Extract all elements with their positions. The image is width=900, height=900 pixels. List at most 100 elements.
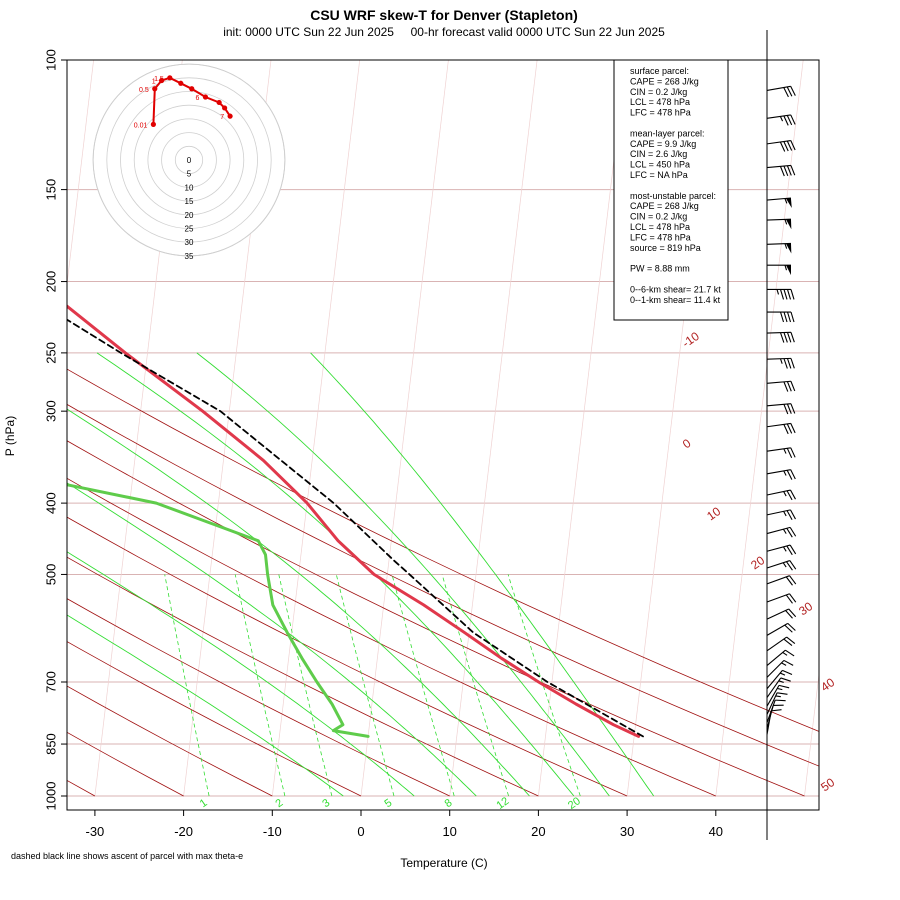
wind-barb-half-feather (784, 219, 788, 225)
x-tick-label: 20 (531, 824, 545, 839)
wind-barb-pennant (785, 243, 792, 254)
hodograph-ring (92, 63, 286, 257)
wind-barb-feather (789, 575, 797, 585)
wind-barb-feather (790, 423, 796, 434)
mixing-ratio-label: 8 (443, 797, 455, 810)
hodograph-point-label: 7 (220, 114, 224, 121)
wind-barb-feather (786, 403, 792, 414)
x-tick-label: 0 (357, 824, 364, 839)
wind-barb-feather (789, 509, 796, 520)
y-tick-label: 100 (43, 49, 58, 71)
wind-barb (766, 218, 792, 230)
hodograph-point-label: 1.5 (154, 76, 164, 83)
wind-barb-half-feather (778, 680, 784, 683)
x-axis-label: Temperature (C) (400, 856, 487, 870)
wind-barb-feather (780, 677, 791, 682)
wind-barb-feather (790, 332, 795, 343)
dry-adiabat-line (67, 440, 805, 797)
hodograph-point (159, 77, 165, 84)
hodograph-point (222, 105, 228, 111)
wind-barb-staff (766, 85, 791, 92)
wind-barb-feather (778, 684, 790, 689)
isotherm-label: 10 (704, 504, 723, 523)
info-box-line: PW = 8.88 mm (630, 264, 690, 274)
isotherm-label: 30 (796, 599, 815, 618)
wind-barb-feather (786, 165, 792, 176)
wind-barb-feather (783, 381, 789, 392)
wind-barb-feather (786, 86, 793, 97)
wind-barb-feather (771, 709, 782, 712)
wind-barb-feather (790, 469, 796, 480)
wind-barb-half-feather (783, 470, 787, 476)
wind-barb-feather (787, 622, 796, 631)
wind-barb (766, 447, 796, 459)
wind-barb-feather (786, 636, 796, 644)
wind-barb-staff (766, 660, 785, 678)
wind-barb-staff (766, 636, 787, 652)
parcel-ascent-line (67, 318, 644, 738)
wind-barb-half-feather (781, 662, 787, 666)
wind-barb (766, 684, 790, 707)
wind-barb-feather (786, 289, 792, 300)
mixing-ratio-line (278, 574, 333, 797)
info-box-line: LCL = 478 hPa (630, 97, 690, 107)
mixing-ratio-line (335, 574, 395, 797)
y-tick-label: 300 (43, 400, 58, 422)
wind-barb (766, 197, 792, 208)
wind-barb-feather (786, 545, 793, 556)
wind-barb-staff (766, 469, 791, 475)
mixing-ratio-line (234, 574, 286, 797)
isotherm-guide-line (715, 60, 804, 797)
wind-barb-staff (766, 560, 790, 569)
wind-barb (766, 331, 795, 343)
wind-barb (766, 403, 796, 415)
wind-barb-feather (783, 332, 788, 343)
wind-barb-staff (766, 692, 778, 715)
wind-barb-staff (766, 139, 791, 145)
y-tick-label: 400 (43, 492, 58, 514)
wind-barb-feather (790, 447, 796, 458)
wind-barb-feather (789, 544, 797, 555)
wind-barb (766, 622, 796, 636)
wind-barb-feather (775, 699, 786, 702)
isotherm-label: 50 (818, 775, 837, 794)
hodograph-point (189, 86, 195, 92)
wind-barb (766, 526, 797, 538)
hodograph-point-label: 1 (152, 79, 156, 86)
wind-barb-feather (779, 311, 785, 323)
mixing-ratio-line (164, 574, 210, 797)
wind-barb-feather (783, 141, 789, 152)
wind-barb-staff (766, 380, 791, 384)
info-box-line: surface parcel: (630, 66, 689, 76)
isotherm-label: 0 (680, 436, 694, 451)
info-box-line: LCL = 450 hPa (630, 160, 690, 170)
wind-barb-feather (790, 311, 795, 323)
wind-barb (766, 659, 794, 678)
wind-barb-pennant (785, 197, 792, 208)
wind-barb-half-feather (782, 546, 787, 552)
x-tick-label: -10 (263, 824, 282, 839)
wind-barb-staff (766, 677, 782, 698)
isotherm-guide-line (893, 60, 900, 796)
wind-barb-half-feather (775, 695, 781, 698)
wind-barb-staff (766, 357, 792, 360)
wind-barb-feather (777, 692, 788, 695)
wind-barb-staff (766, 197, 791, 201)
footnote: dashed black line shows ascent of parcel… (11, 851, 243, 861)
wind-barb-feather (783, 165, 789, 176)
wind-barb-pennant (785, 219, 792, 230)
hodograph-point (152, 86, 158, 92)
wind-barb (766, 669, 793, 690)
info-box-line: CAPE = 268 J/kg (630, 76, 699, 86)
info-box-line: mean-layer parcel: (630, 128, 705, 138)
mixing-ratio-label: 1 (198, 797, 210, 810)
isotherm-guide-line (360, 60, 449, 797)
info-box-line: 0--6-km shear= 21.7 kt (630, 284, 721, 294)
mixing-ratio-label: 5 (382, 797, 394, 810)
wind-barb (767, 288, 795, 300)
hodograph-point-label: 0.5 (139, 87, 149, 94)
moist-adiabat-line (67, 408, 530, 797)
info-box-line: most-unstable parcel: (630, 191, 716, 201)
plot-frame (66, 59, 820, 811)
